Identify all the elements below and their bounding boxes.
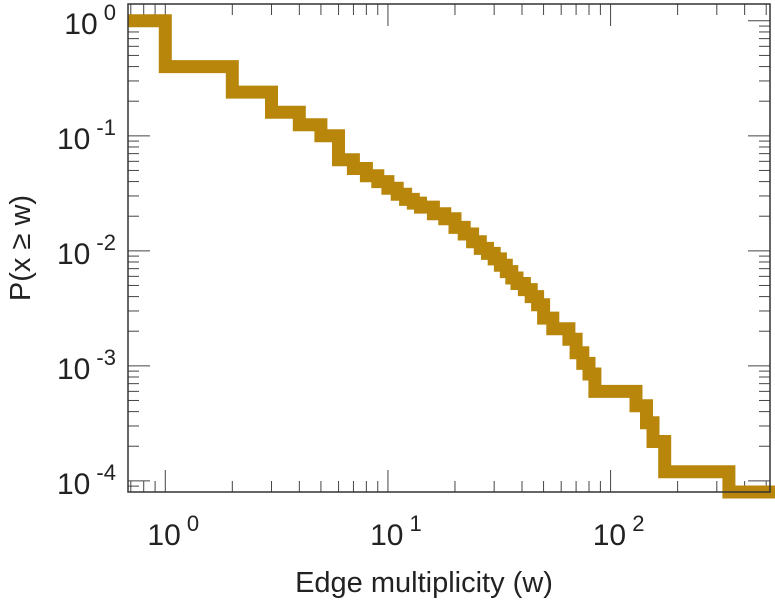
y-tick-label: 10 -3 <box>57 345 116 386</box>
y-tick-label: 10 -4 <box>57 460 116 501</box>
y-tick-label: 10 -1 <box>57 115 116 156</box>
labels-layer: Edge multiplicity (w) P(x ≥ w) 10 0 10 -1… <box>5 0 644 599</box>
x-axis-title: Edge multiplicity (w) <box>295 567 553 599</box>
y-tick-label: 10 -2 <box>57 230 116 271</box>
series-layer <box>128 14 775 499</box>
y-axis-title: P(x ≥ w) <box>5 195 37 301</box>
x-tick-label: 10 1 <box>370 511 422 552</box>
x-tick-label: 10 0 <box>147 511 199 552</box>
plot-frame <box>127 3 771 493</box>
y-tick-label: 10 0 <box>64 0 116 41</box>
series-line-ccdf <box>128 14 775 499</box>
x-tick-label: 10 2 <box>593 511 645 552</box>
